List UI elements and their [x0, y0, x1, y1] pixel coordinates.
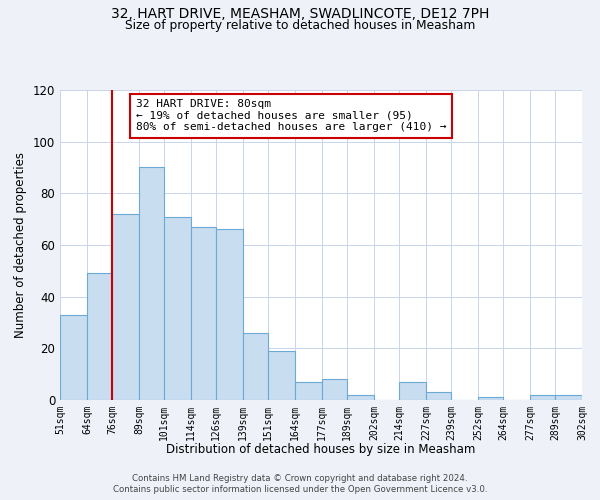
Text: Distribution of detached houses by size in Measham: Distribution of detached houses by size … — [166, 442, 476, 456]
Text: Contains HM Land Registry data © Crown copyright and database right 2024.
Contai: Contains HM Land Registry data © Crown c… — [113, 474, 487, 494]
Bar — [347, 395, 374, 400]
Text: 32 HART DRIVE: 80sqm
← 19% of detached houses are smaller (95)
80% of semi-detac: 32 HART DRIVE: 80sqm ← 19% of detached h… — [136, 100, 446, 132]
Bar — [164, 216, 191, 400]
Bar — [478, 398, 503, 400]
Bar — [87, 274, 112, 400]
Bar — [530, 395, 555, 400]
Bar — [399, 382, 426, 400]
Bar — [268, 351, 295, 400]
Bar — [555, 395, 582, 400]
Bar — [426, 392, 451, 400]
Bar — [191, 227, 216, 400]
Text: Size of property relative to detached houses in Measham: Size of property relative to detached ho… — [125, 19, 475, 32]
Bar — [60, 315, 87, 400]
Bar — [322, 380, 347, 400]
Text: 32, HART DRIVE, MEASHAM, SWADLINCOTE, DE12 7PH: 32, HART DRIVE, MEASHAM, SWADLINCOTE, DE… — [111, 8, 489, 22]
Y-axis label: Number of detached properties: Number of detached properties — [14, 152, 27, 338]
Bar — [295, 382, 322, 400]
Bar — [139, 168, 164, 400]
Bar — [243, 333, 268, 400]
Bar — [216, 230, 243, 400]
Bar — [112, 214, 139, 400]
